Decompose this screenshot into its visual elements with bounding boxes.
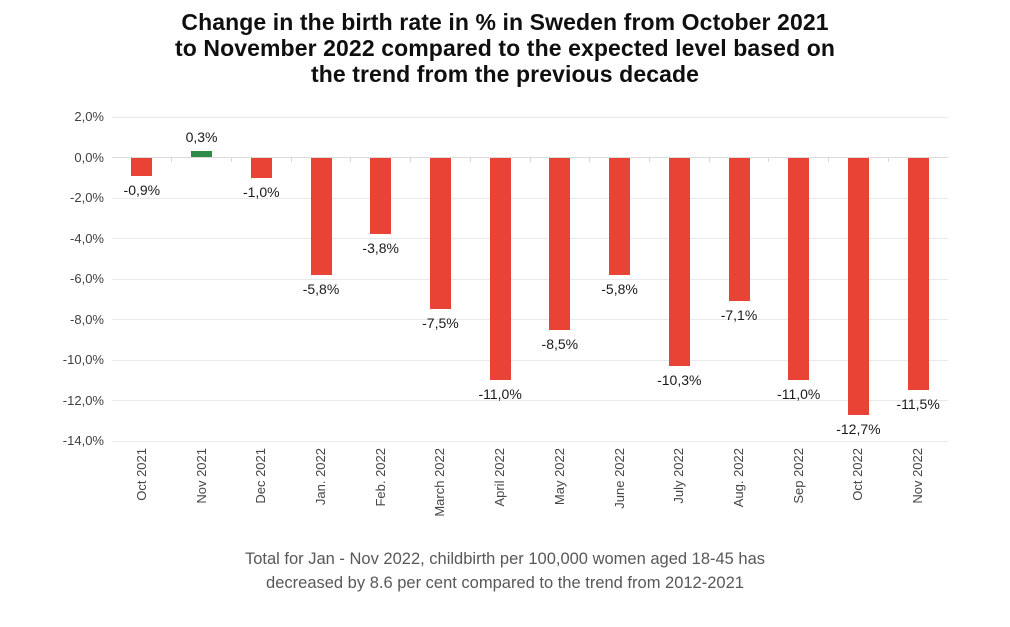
x-axis-label-april-2022: April 2022 bbox=[492, 448, 508, 507]
gridline bbox=[112, 278, 948, 280]
axis-tick bbox=[768, 157, 770, 162]
gridline bbox=[112, 359, 948, 361]
y-axis-label: -2,0% bbox=[70, 190, 104, 205]
bar-oct-2021 bbox=[131, 157, 153, 176]
bar-value-label: -11,0% bbox=[777, 386, 821, 403]
gridline bbox=[112, 116, 948, 118]
footnote-line-2: decreased by 8.6 per cent compared to th… bbox=[266, 574, 744, 592]
bar-march-2022 bbox=[429, 157, 451, 310]
gridline bbox=[112, 400, 948, 401]
x-axis-label-sep-2022: Sep 2022 bbox=[790, 448, 806, 504]
footnote-line-1: Total for Jan - Nov 2022, childbirth per… bbox=[244, 550, 766, 568]
axis-tick bbox=[171, 157, 173, 162]
bar-value-label: -0,9% bbox=[123, 181, 161, 198]
chart-title-line-2: to November 2022 compared to the expecte… bbox=[174, 35, 836, 61]
y-axis-label: 2,0% bbox=[74, 109, 104, 124]
bar-sep-2022 bbox=[788, 157, 810, 381]
chart-footnote: Total for Jan - Nov 2022, childbirth per… bbox=[0, 547, 1010, 595]
y-axis-label: -10,0% bbox=[62, 352, 104, 367]
bar-july-2022 bbox=[668, 157, 690, 367]
y-axis-label: -6,0% bbox=[70, 271, 104, 286]
y-axis-label: -12,0% bbox=[62, 392, 104, 408]
gridline bbox=[112, 197, 948, 199]
axis-tick bbox=[410, 157, 412, 162]
x-axis-label-june-2022: June 2022 bbox=[611, 448, 627, 509]
axis-tick bbox=[529, 157, 531, 162]
bar-nov-2022 bbox=[907, 157, 929, 391]
bar-value-label: -7,5% bbox=[422, 315, 459, 332]
bar-may-2022 bbox=[549, 157, 571, 330]
bar-feb-2022 bbox=[370, 157, 392, 235]
x-axis-label-nov-2022: Nov 2022 bbox=[910, 448, 926, 504]
axis-tick bbox=[469, 157, 471, 162]
axis-tick bbox=[350, 157, 352, 162]
x-axis-label-nov-2021: Nov 2021 bbox=[193, 448, 209, 504]
axis-tick bbox=[290, 157, 292, 162]
bar-value-label: -3,8% bbox=[362, 240, 399, 257]
x-axis-label-feb-2022: Feb. 2022 bbox=[372, 448, 388, 507]
chart-title-line-3: the trend from the previous decade bbox=[310, 61, 700, 87]
y-axis-label: -4,0% bbox=[70, 230, 104, 246]
axis-tick bbox=[589, 157, 591, 162]
x-axis-label-dec-2021: Dec 2021 bbox=[253, 448, 269, 504]
axis-tick bbox=[648, 157, 650, 162]
bar-value-label: -11,0% bbox=[478, 386, 522, 403]
bar-value-label: -7,1% bbox=[720, 307, 758, 324]
axis-tick bbox=[708, 157, 710, 162]
y-axis-label: -14,0% bbox=[62, 433, 104, 448]
bar-value-label: -5,8% bbox=[302, 280, 340, 297]
bar-value-label: -8,5% bbox=[541, 335, 579, 352]
y-axis-label: 0,0% bbox=[74, 149, 104, 165]
bar-dec-2021 bbox=[250, 157, 272, 178]
x-axis-label-may-2022: May 2022 bbox=[551, 448, 567, 506]
x-axis-label-march-2022: March 2022 bbox=[432, 448, 448, 517]
bar-value-label: -12,7% bbox=[836, 420, 881, 437]
x-axis-label-oct-2022: Oct 2022 bbox=[850, 448, 866, 501]
bar-jan-2022 bbox=[310, 157, 332, 275]
bar-june-2022 bbox=[609, 157, 631, 275]
bar-oct-2022 bbox=[847, 157, 869, 415]
axis-tick bbox=[230, 157, 232, 162]
bar-value-label: 0,3% bbox=[185, 129, 218, 146]
bar-value-label: -5,8% bbox=[601, 280, 638, 297]
chart-title-line-1: Change in the birth rate in % in Sweden … bbox=[181, 9, 829, 35]
bar-nov-2021 bbox=[191, 151, 213, 158]
bar-value-label: -10,3% bbox=[657, 372, 702, 389]
x-axis-label-july-2022: July 2022 bbox=[671, 448, 687, 504]
bar-value-label: -11,5% bbox=[896, 396, 940, 413]
gridline bbox=[112, 319, 948, 320]
x-axis-label-jan-2022: Jan. 2022 bbox=[313, 448, 328, 506]
y-axis-label: -8,0% bbox=[70, 311, 104, 327]
bar-april-2022 bbox=[489, 157, 511, 381]
bar-value-label: -1,0% bbox=[242, 183, 280, 200]
x-axis-label-oct-2021: Oct 2021 bbox=[133, 448, 149, 501]
gridline bbox=[112, 440, 948, 442]
bar-aug-2022 bbox=[728, 157, 750, 302]
chart-title: Change in the birth rate in % in Sweden … bbox=[0, 9, 1010, 87]
x-axis-label-aug-2022: Aug. 2022 bbox=[731, 448, 746, 508]
axis-tick bbox=[887, 157, 889, 162]
gridline bbox=[112, 238, 948, 239]
axis-tick bbox=[828, 157, 830, 162]
